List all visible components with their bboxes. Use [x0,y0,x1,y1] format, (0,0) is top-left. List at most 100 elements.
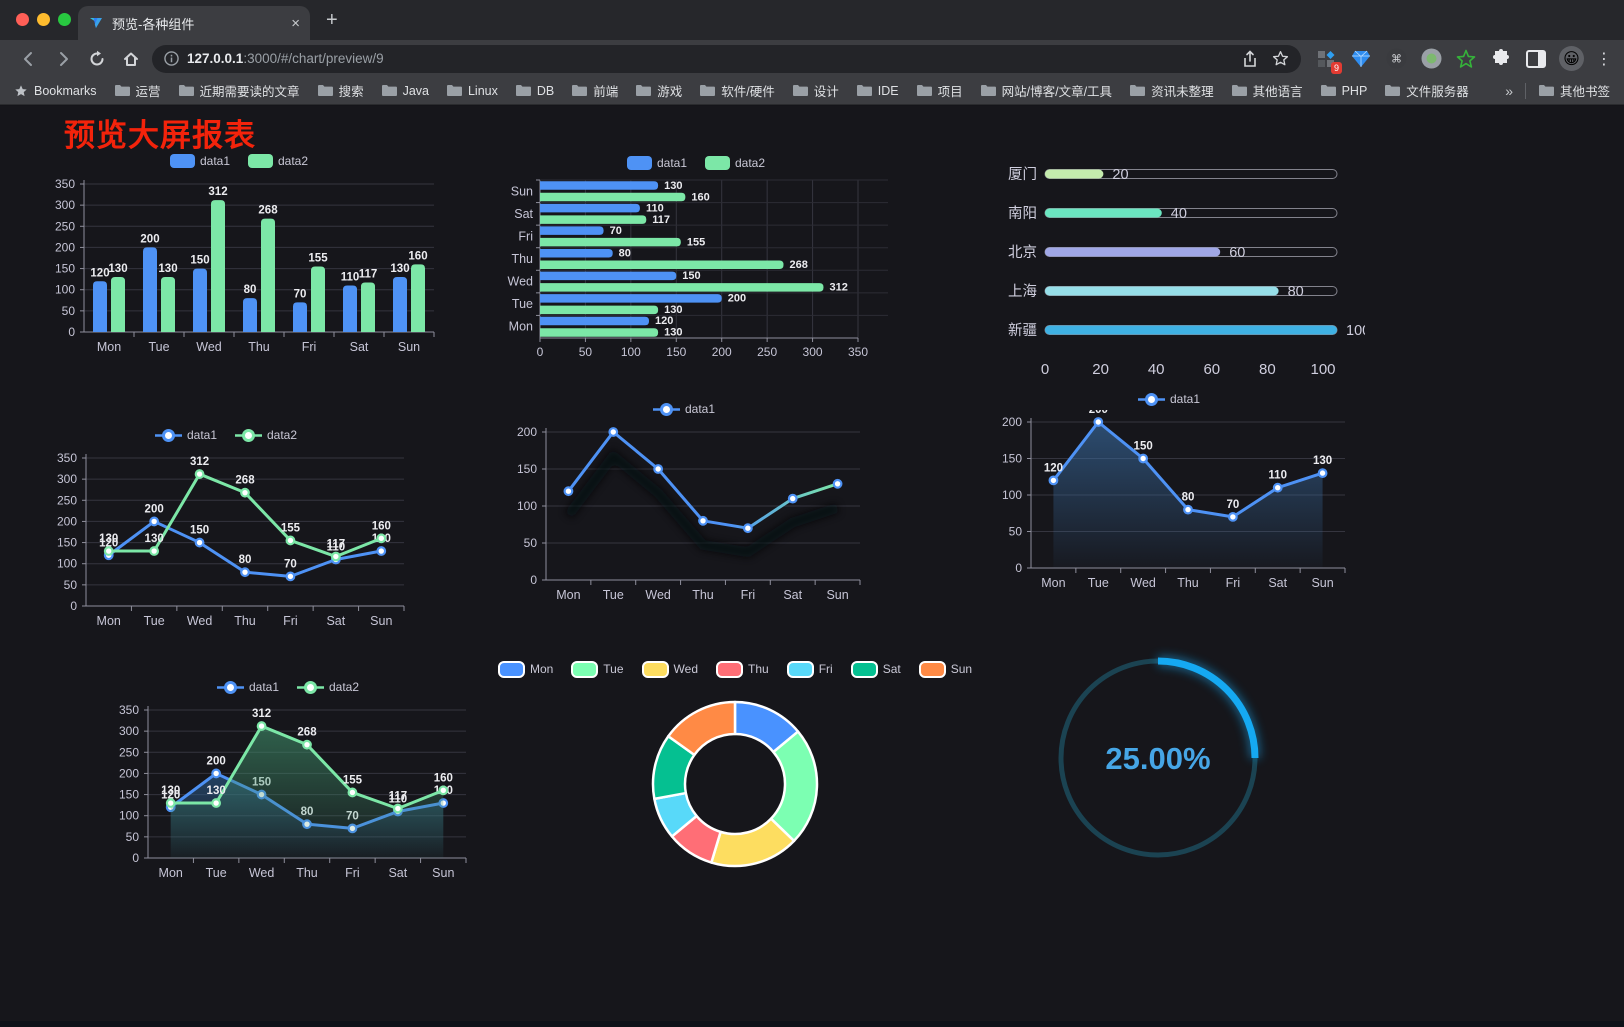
bookmarks-overflow-icon[interactable]: » [1505,82,1513,99]
legend-item[interactable]: data2 [705,156,765,170]
svg-text:Mon: Mon [97,340,121,354]
svg-text:Mon: Mon [556,588,580,602]
new-tab-button[interactable]: + [326,9,338,31]
gauge-ring-chart: 25.00% [1044,642,1272,874]
bookmark-folder[interactable]: 软件/硬件 [699,81,775,100]
tab-close-icon[interactable]: × [291,14,300,32]
svg-text:200: 200 [207,755,226,767]
reload-icon[interactable] [80,45,114,73]
profile-avatar[interactable]: 😀 [1559,46,1584,71]
legend-item[interactable]: data1 [1137,392,1200,407]
bookmark-folder[interactable]: DB [515,84,554,98]
legend-item[interactable]: Tue [571,660,624,678]
legend-item[interactable]: data1 [652,402,715,417]
svg-text:160: 160 [691,191,709,203]
bookmark-folder-label: DB [536,83,555,98]
svg-text:150: 150 [119,788,139,802]
svg-text:新疆: 新疆 [1008,322,1037,339]
share-icon[interactable] [1242,49,1258,68]
minimize-window-button[interactable] [37,13,50,26]
menu-icon[interactable]: ⋮ [1596,50,1612,68]
url-text[interactable]: 127.0.0.1:3000/#/chart/preview/9 [187,51,1234,66]
browser-tab[interactable]: 预览-各种组件 × [78,6,310,40]
window-controls [16,13,71,26]
green-star-extension-icon[interactable] [1455,48,1477,70]
svg-text:40: 40 [1148,361,1165,378]
legend-item[interactable]: Sat [850,660,901,678]
svg-text:80: 80 [1288,284,1304,300]
bookmark-star-icon[interactable] [1272,50,1289,67]
bookmark-folder[interactable]: 网站/博客/文章/工具 [980,81,1112,100]
folder-icon [381,85,397,96]
svg-text:20: 20 [1112,167,1128,183]
svg-text:25.00%: 25.00% [1105,741,1210,776]
bookmark-folder[interactable]: Java [381,84,429,98]
url-host: 127.0.0.1 [187,51,244,66]
folder-icon [446,85,462,96]
bookmark-folder-list: 运营 近期需要读的文章 搜索 Java Linux DB 前端 游戏 软件/硬件 设计 IDE 项目 网… [114,81,1486,100]
legend-item[interactable]: Thu [716,660,769,678]
legend-item[interactable]: Fri [786,660,833,678]
svg-text:130: 130 [108,263,127,275]
bookmark-folder[interactable]: 文件服务器 [1384,81,1469,100]
bookmark-folder[interactable]: Linux [446,84,498,98]
legend-item[interactable]: Mon [497,660,553,678]
legend-item[interactable]: data2 [235,428,297,443]
svg-text:150: 150 [666,345,686,359]
svg-text:300: 300 [57,472,77,486]
close-window-button[interactable] [16,13,29,26]
bookmark-folder[interactable]: 其他语言 [1231,81,1303,100]
home-icon[interactable] [114,45,148,73]
bookmarks-divider [1524,82,1526,99]
bookmark-folder[interactable]: 项目 [916,81,963,100]
bookmark-folder[interactable]: 设计 [792,81,839,100]
svg-text:Wed: Wed [187,614,213,628]
legend-item[interactable]: data2 [297,680,359,695]
bookmark-folder[interactable]: 近期需要读的文章 [178,81,300,100]
svg-text:110: 110 [646,202,664,214]
bookmark-folder[interactable]: 搜索 [317,81,364,100]
svg-text:60: 60 [1229,245,1245,261]
legend-item[interactable]: Wed [641,660,698,678]
forward-icon[interactable] [46,45,80,73]
bookmark-folder[interactable]: PHP [1320,84,1367,98]
svg-text:200: 200 [140,233,159,245]
devtools-extension-icon[interactable]: 9 [1315,48,1342,74]
svg-text:100: 100 [55,283,75,297]
svg-text:312: 312 [208,186,227,198]
svg-text:110: 110 [341,271,360,283]
record-extension-icon[interactable] [1420,48,1442,70]
svg-text:130: 130 [145,533,164,545]
extensions-puzzle-icon[interactable] [1490,48,1512,70]
command-extension-icon[interactable]: ⌘ [1385,48,1407,70]
legend-item[interactable]: data1 [626,156,687,170]
svg-text:0: 0 [68,325,75,339]
legend-item[interactable]: data1 [154,428,217,443]
svg-text:117: 117 [389,791,408,803]
bookmark-folder[interactable]: 运营 [114,81,161,100]
info-icon[interactable] [164,51,179,66]
back-icon[interactable] [12,45,46,73]
legend-item[interactable]: data1 [216,680,279,695]
gem-extension-icon[interactable] [1350,48,1372,70]
bookmark-folder[interactable]: IDE [856,84,899,98]
zoom-window-button[interactable] [58,13,71,26]
bookmark-folder[interactable]: 前端 [571,81,618,100]
legend-item[interactable]: data2 [248,154,308,168]
bookmark-folder[interactable]: 游戏 [635,81,682,100]
folder-icon [1538,85,1554,96]
svg-text:160: 160 [372,520,391,532]
legend-item[interactable]: data1 [169,154,230,168]
svg-text:110: 110 [389,793,408,805]
svg-text:南阳: 南阳 [1008,205,1037,222]
svg-text:130: 130 [664,304,682,316]
chart-legend: data1 data2 [40,424,412,446]
other-bookmarks-folder[interactable]: 其他书签 [1538,81,1610,100]
legend-item[interactable]: Sun [918,660,972,678]
legend-label: data2 [735,156,766,170]
bookmarks-manager[interactable]: Bookmarks [14,84,97,98]
address-bar[interactable]: 127.0.0.1:3000/#/chart/preview/9 [152,44,1301,73]
donut-chart: Mon Tue Wed Thu Fri Sat Sun [497,658,972,890]
bookmark-folder[interactable]: 资讯未整理 [1129,81,1214,100]
sidepanel-icon[interactable] [1525,48,1547,70]
